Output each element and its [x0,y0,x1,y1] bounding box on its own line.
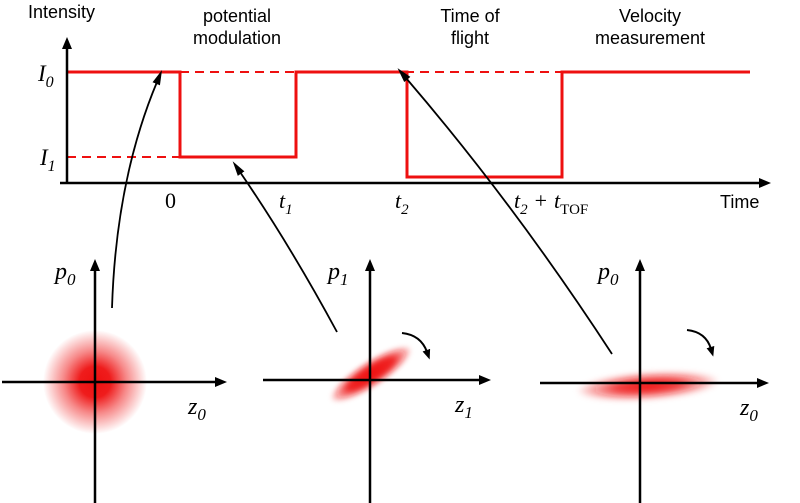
time-tick-labels: 0 t1 t2 t2 + tTOF [165,188,588,218]
p1-axis-label: p1 [326,259,349,289]
x-axis-label: Time [720,192,759,212]
phase-space-plot-1: p0 z0 [2,259,227,503]
tick-zero: 0 [165,188,176,213]
connector-arrow-initial-state [111,70,163,309]
connector-arrow-tof-state [397,68,613,355]
phase-space-plot-2: p1 z1 [263,259,491,503]
caption-velocity-measurement-line2: measurement [595,28,705,48]
rotation-direction-arrow-3 [686,329,715,357]
connector-arrow-modulation-state [232,161,338,333]
caption-time-of-flight-line2: flight [451,28,489,48]
p0-axis-label-3: p0 [596,259,619,289]
intensity-step-curve [67,70,750,179]
i0-level-label: I0 [37,61,54,91]
p0-axis-label-1: p0 [53,259,76,289]
caption-time-of-flight-line1: Time of [440,6,500,26]
tick-t2-plus-ttof: t2 + tTOF [514,188,588,218]
caption-potential-modulation-line1: potential [203,6,271,26]
z0-axis-label-1: z0 [187,394,206,424]
y-axis-label: Intensity [28,2,95,22]
connector-arrows [111,68,613,355]
horizontal-ellipse-blob [576,371,720,401]
i1-level-label: I1 [39,145,56,175]
intensity-time-plot: Intensity Time I0 I1 potential modulatio… [28,2,771,218]
z1-axis-label: z1 [454,392,473,422]
caption-potential-modulation-line2: modulation [193,28,281,48]
z0-axis-label-3: z0 [739,395,758,425]
phase-space-plot-3: p0 z0 [540,259,769,503]
rotation-direction-arrow-2 [401,332,431,360]
tick-t1: t1 [279,188,293,218]
tick-t2: t2 [395,188,409,218]
caption-velocity-measurement-line1: Velocity [619,6,681,26]
phase-captions: potential modulation Time of flight Velo… [193,6,705,48]
